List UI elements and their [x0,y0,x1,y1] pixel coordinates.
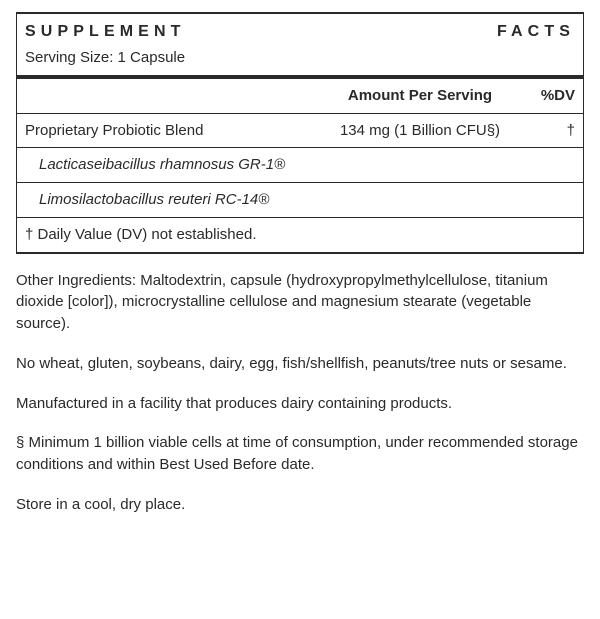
header-row: Amount Per Serving %DV [17,79,583,114]
strain-name: Limosilactobacillus reuteri RC-14® [25,189,575,211]
cfu-footnote: § Minimum 1 billion viable cells at time… [16,432,584,476]
footer-note: † Daily Value (DV) not established. [25,224,575,246]
strain-row: Lacticaseibacillus rhamnosus GR-1® [17,148,583,183]
supplement-facts-panel: SUPPLEMENT FACTS Serving Size: 1 Capsule… [16,12,584,254]
other-ingredients: Other Ingredients: Maltodextrin, capsule… [16,270,584,335]
footer-row: † Daily Value (DV) not established. [17,218,583,252]
title-right: FACTS [497,20,575,43]
strain-name: Lacticaseibacillus rhamnosus GR-1® [25,154,575,176]
allergen-statement: No wheat, gluten, soybeans, dairy, egg, … [16,353,584,375]
header-dv: %DV [515,85,575,107]
title-left: SUPPLEMENT [25,20,186,43]
blend-name: Proprietary Probiotic Blend [25,120,325,142]
facility-statement: Manufactured in a facility that produces… [16,393,584,415]
serving-size: Serving Size: 1 Capsule [17,45,583,79]
storage-statement: Store in a cool, dry place. [16,494,584,516]
blend-dv: † [515,120,575,142]
panel-title: SUPPLEMENT FACTS [17,14,583,45]
description-block: Other Ingredients: Maltodextrin, capsule… [16,270,584,516]
strain-row: Limosilactobacillus reuteri RC-14® [17,183,583,218]
blend-row: Proprietary Probiotic Blend 134 mg (1 Bi… [17,114,583,149]
blend-amount: 134 mg (1 Billion CFU§) [325,120,515,142]
header-amount: Amount Per Serving [325,85,515,107]
